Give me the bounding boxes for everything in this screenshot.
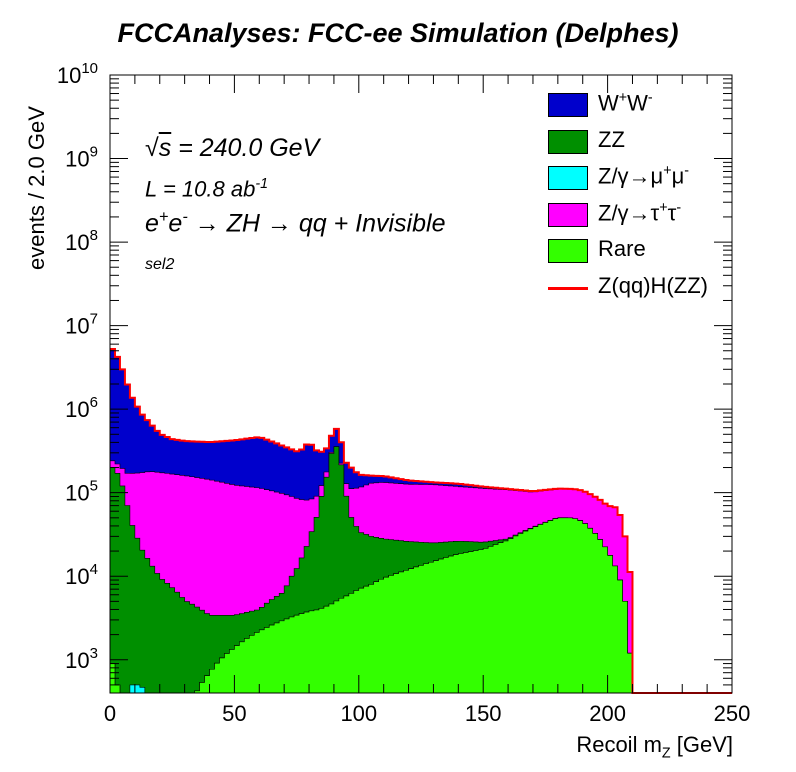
process-electron: e [145, 209, 159, 238]
signal-line [110, 348, 732, 694]
process-text: → ZH → qq + Invisible [194, 209, 446, 238]
stacked-areas [109, 348, 732, 694]
x-tick-label: 50 [222, 701, 246, 726]
x-axis-label: Recoil mZ [GeV] [576, 732, 733, 761]
selection-annotation: sel2 [145, 256, 175, 273]
legend-label-signal: Z(qq)H(ZZ) [598, 272, 708, 298]
area-rare [109, 517, 732, 694]
process-positron: e [168, 209, 183, 238]
lumi-annotation: L = 10.8 ab-1 [145, 176, 268, 202]
x-tick-label: 100 [340, 701, 377, 726]
y-axis-ticks: 103 104 105 106 107 108 109 1010 [57, 60, 732, 694]
sqrt-s-value: = 240.0 GeV [178, 134, 320, 162]
legend-swatch-zmumu [548, 166, 588, 190]
legend-label-rare: Rare [598, 236, 646, 261]
process-annotation: e+e- → ZH → qq + Invisible [145, 208, 446, 238]
legend-swatch-rare [548, 239, 588, 263]
y-tick-label: 109 [65, 144, 98, 172]
legend-swatch-ww [548, 93, 588, 117]
x-tick-label: 150 [465, 701, 502, 726]
y-tick-label: 104 [65, 561, 98, 589]
y-tick-label: 108 [65, 227, 98, 255]
y-tick-label: 105 [65, 478, 98, 506]
x-tick-label: 200 [589, 701, 626, 726]
y-tick-label: 103 [65, 645, 98, 673]
legend-label-ztautau: Z/γ→τ+τ- [598, 199, 682, 225]
legend-label-zz: ZZ [598, 126, 625, 152]
x-tick-label: 0 [104, 701, 116, 726]
y-axis-label: events / 2.0 GeV [24, 106, 49, 270]
chart-title: FCCAnalyses: FCC-ee Simulation (Delphes) [117, 18, 679, 48]
sqrt-s-annotation: √s = 240.0 GeV [145, 134, 319, 163]
legend-label-ww: W+W- [598, 90, 653, 116]
lumi-text: L = 10.8 ab [145, 176, 256, 202]
legend-swatch-ztautau [548, 202, 588, 227]
signal-zqq-hzz-line [110, 348, 732, 694]
x-tick-label: 250 [714, 701, 751, 726]
y-tick-label: 1010 [57, 60, 98, 88]
y-tick-label: 107 [65, 311, 98, 339]
legend-swatch-signal [548, 286, 588, 290]
lumi-exponent: -1 [255, 176, 269, 192]
x-axis-label-text: Recoil mZ [GeV] [576, 732, 733, 762]
x-axis-ticks: 0 50 100 150 200 250 [104, 75, 750, 726]
sqrt-symbol: √s [145, 134, 172, 162]
legend-swatch-zz [548, 129, 588, 154]
y-tick-label: 106 [65, 394, 98, 422]
legend-label-zmumu: Z/γ→μ+μ- [598, 163, 690, 189]
